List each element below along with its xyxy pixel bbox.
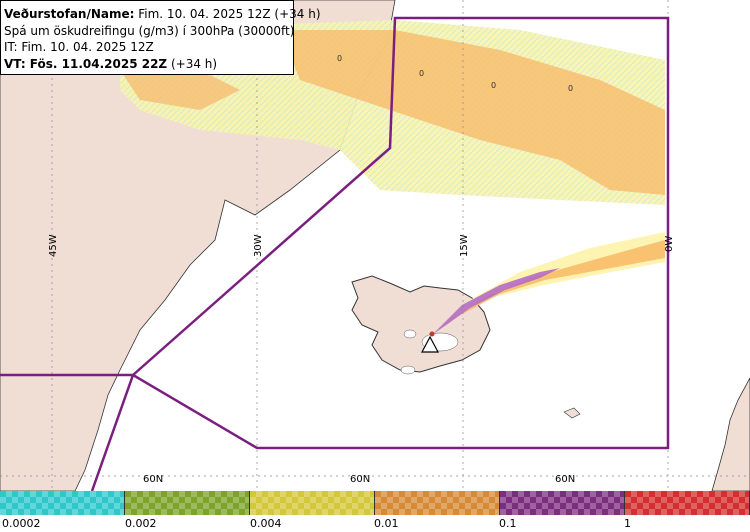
issuer-key: Veðurstofan/Name:	[4, 7, 135, 21]
norway-land	[711, 377, 750, 491]
info-line-title: Spá um öskudreifingu (g/m3) í 300hPa (30…	[4, 23, 295, 38]
contour-label: 0	[491, 81, 496, 90]
lat-label-60n: 60N	[350, 474, 370, 485]
legend-label: 0.004	[250, 517, 282, 530]
legend-label: 0.1	[499, 517, 517, 530]
airspace-boundary	[0, 16, 670, 491]
legend-swatch	[125, 491, 250, 515]
forecast-info-box: Veðurstofan/Name: Fim. 10. 04. 2025 12Z …	[0, 0, 321, 75]
legend-label: 1	[624, 517, 631, 530]
legend-labels: 0.0002 0.002 0.004 0.01 0.1 1	[0, 517, 750, 531]
legend-label: 0.01	[374, 517, 399, 530]
legend-swatch	[375, 491, 500, 515]
info-line-valid-time: VT: Fös. 11.04.2025 22Z (+34 h)	[4, 56, 293, 73]
legend-swatch	[500, 491, 625, 515]
glacier	[400, 365, 416, 375]
valid-value: Fös. 11.04.2025 22Z	[25, 56, 168, 71]
legend-color-bar	[0, 491, 750, 515]
legend-label: 0.002	[125, 517, 157, 530]
contour-label: 0	[568, 84, 573, 93]
glacier	[403, 329, 417, 339]
lon-label-0w: 0W	[664, 236, 675, 252]
volcano-warning-icon	[421, 331, 439, 353]
iceland-land	[351, 275, 491, 373]
legend-label: 0.0002	[2, 517, 41, 530]
lon-label-45w: 45W	[48, 234, 59, 257]
lon-label-15w: 15W	[459, 234, 470, 257]
lon-label-30w: 30W	[253, 234, 264, 257]
info-line-issue-time: IT: Fim. 10. 04. 2025 12Z	[4, 40, 154, 54]
legend-swatch	[625, 491, 750, 515]
valid-offset: (+34 h)	[167, 56, 218, 71]
lat-label-60n: 60N	[143, 474, 163, 485]
contour-label: 0	[419, 69, 424, 78]
contour-label: 0	[337, 54, 342, 63]
lat-label-60n: 60N	[555, 474, 575, 485]
legend-swatch	[250, 491, 375, 515]
info-line-issuer: Veðurstofan/Name: Fim. 10. 04. 2025 12Z …	[4, 6, 321, 23]
ash-cloud-plume	[432, 232, 665, 335]
island	[563, 407, 581, 419]
valid-key: VT:	[4, 56, 26, 71]
legend-swatch	[0, 491, 125, 515]
issuer-value: Fim. 10. 04. 2025 12Z (+34 h)	[134, 7, 321, 21]
concentration-legend: 0.0002 0.002 0.004 0.01 0.1 1	[0, 491, 750, 532]
